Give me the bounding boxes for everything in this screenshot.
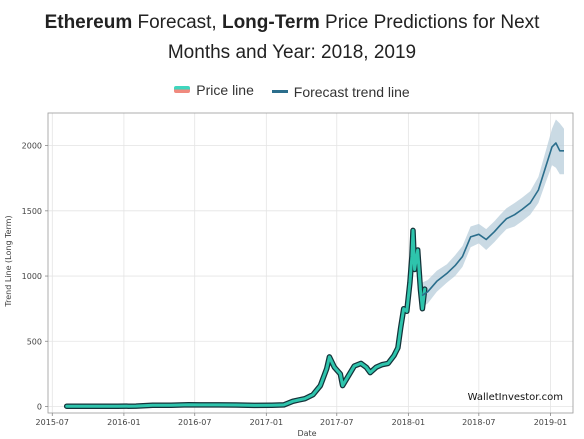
chart-grid — [48, 113, 573, 413]
title-part-ethereum: Ethereum — [44, 12, 133, 33]
legend-label-price: Price line — [196, 81, 254, 98]
title-part-forecast: Forecast, — [132, 12, 222, 33]
x-tick-label: 2018-01 — [392, 418, 425, 427]
legend-item-forecast[interactable]: Forecast trend line — [271, 83, 410, 100]
y-tick-label: 1500 — [22, 207, 42, 216]
chart-legend: Price line Forecast trend line — [0, 80, 584, 100]
title-part-rest: Price Predictions for Next — [319, 12, 540, 33]
y-axis-label: Trend Line (Long Term) — [4, 215, 13, 307]
chart-series — [63, 142, 564, 410]
legend-item-price[interactable]: Price line — [174, 82, 254, 98]
title-line-2: Months and Year: 2018, 2019 — [167, 42, 417, 63]
forecast-band-area — [422, 119, 564, 308]
y-tick-label: 1000 — [22, 272, 42, 281]
forecast-confidence-band — [422, 119, 564, 308]
title-line-1: Ethereum Forecast, Long-Term Price Predi… — [0, 8, 584, 38]
x-tick-label: 2019-01 — [534, 418, 567, 427]
x-tick-label: 2016-01 — [107, 418, 140, 427]
y-tick-label: 500 — [27, 337, 42, 346]
price-line — [65, 228, 427, 408]
chart-axes: 0 500 1000 1500 2000 2015-07 2016-01 2016-07 201… — [22, 112, 574, 427]
forecast-trend-line — [421, 142, 564, 297]
title-part-long-term: Long-Term — [221, 12, 320, 33]
price-line-edge — [63, 227, 428, 410]
chart-title: Ethereum Forecast, Long-Term Price Predi… — [0, 8, 584, 68]
watermark: WalletInvestor.com — [468, 392, 563, 403]
plot-frame — [47, 112, 574, 414]
x-tick-label: 2015-07 — [36, 418, 69, 427]
x-tick-label: 2017-07 — [320, 418, 353, 427]
x-axis-label: Date — [297, 429, 316, 438]
x-tick-label: 2018-07 — [462, 418, 495, 427]
y-tick-label: 2000 — [22, 142, 42, 151]
y-tick-label: 0 — [37, 402, 42, 411]
x-tick-label: 2016-07 — [178, 418, 211, 427]
legend-label-forecast: Forecast trend line — [293, 83, 410, 100]
legend-swatch-price — [174, 86, 191, 93]
x-tick-label: 2017-01 — [250, 418, 283, 427]
legend-swatch-forecast — [271, 90, 288, 93]
